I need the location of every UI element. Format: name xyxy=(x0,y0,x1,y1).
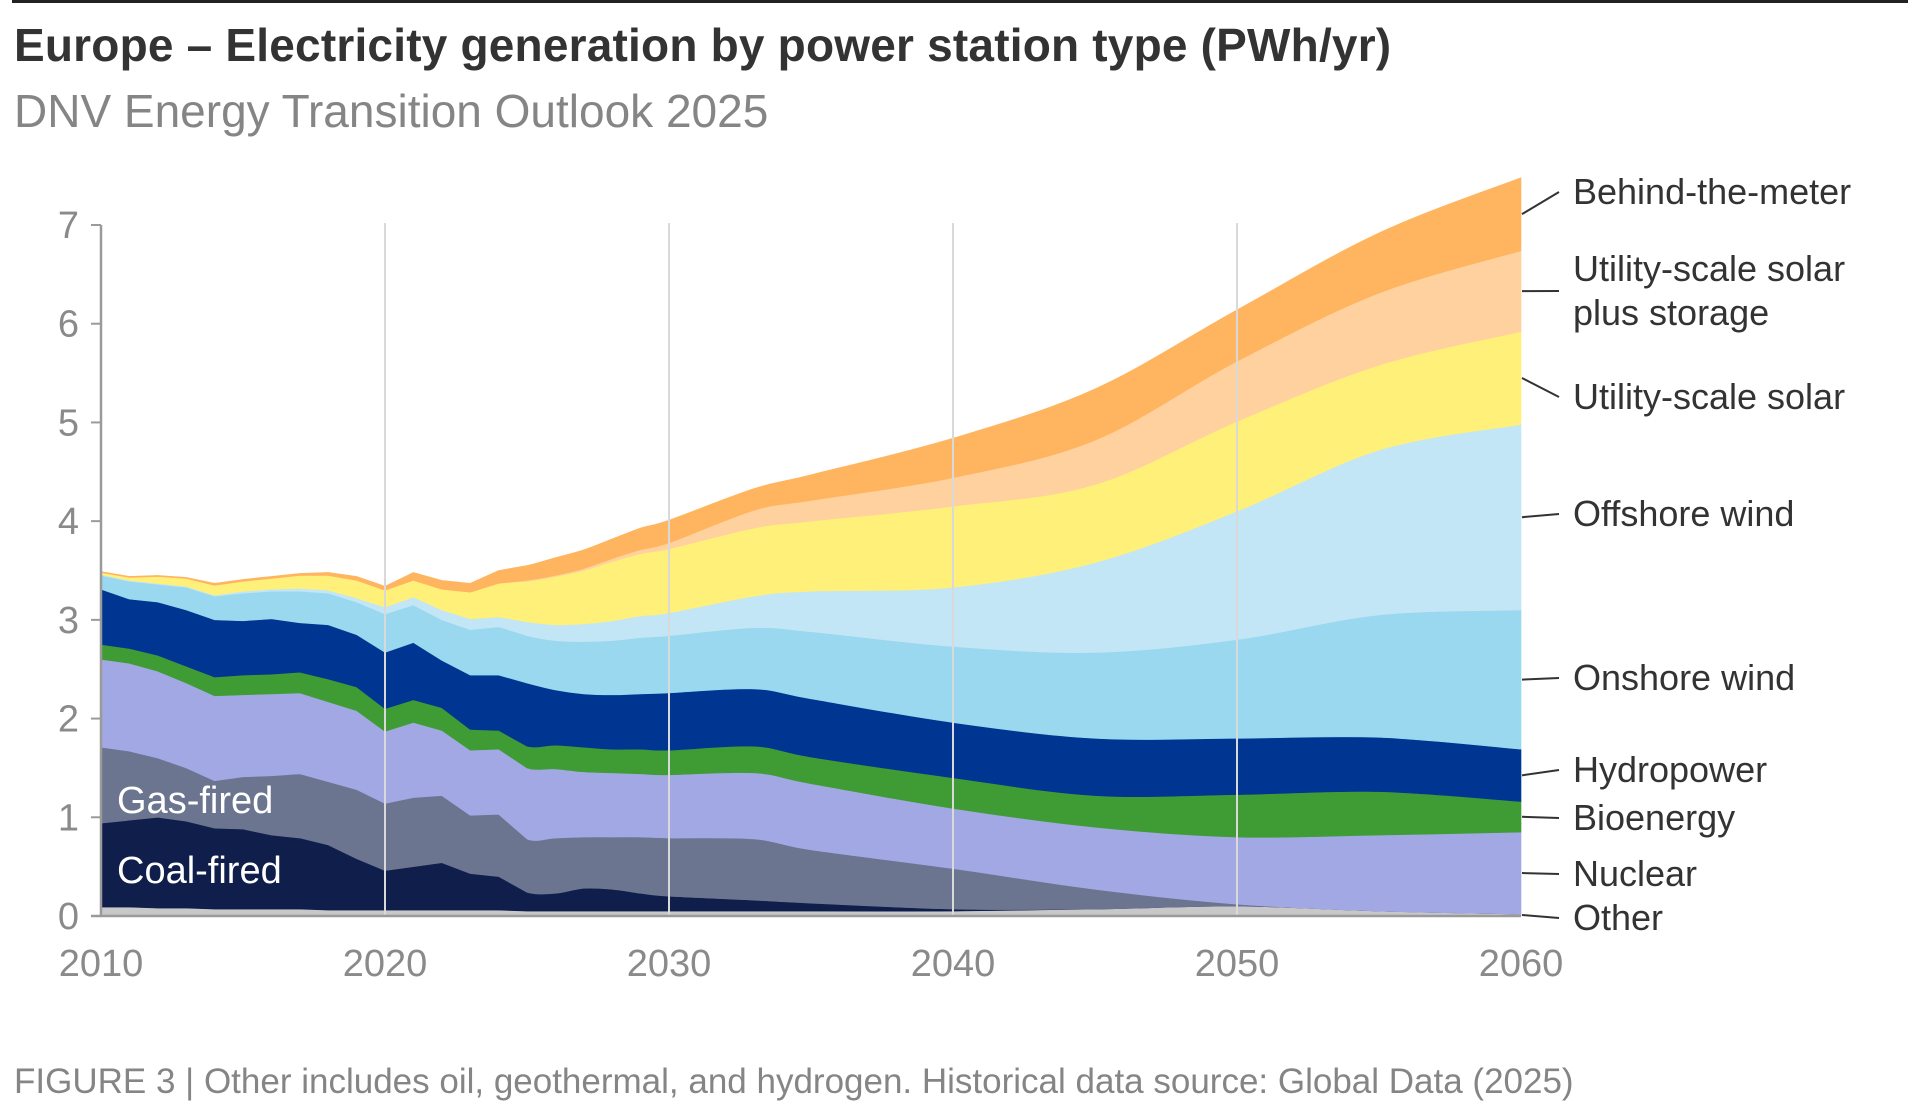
right-label-text: Other xyxy=(1573,897,1663,938)
leader-line xyxy=(1521,815,1560,819)
figure-caption: FIGURE 3 | Other includes oil, geotherma… xyxy=(14,1062,1574,1101)
y-tick-label: 6 xyxy=(58,304,79,346)
area-layers xyxy=(100,177,1522,917)
right-label-text: Behind-the-meter xyxy=(1573,171,1851,212)
right-label-behind-the-meter: Behind-the-meter xyxy=(1521,171,1851,215)
leader-line xyxy=(1521,872,1560,875)
leader-line xyxy=(1521,191,1560,215)
y-tick-label: 2 xyxy=(58,699,79,741)
right-label-onshore-wind: Onshore wind xyxy=(1521,657,1795,698)
y-tick-label: 1 xyxy=(58,797,79,839)
right-label-text: Utility-scale solar xyxy=(1573,248,1845,289)
right-label-nuclear: Nuclear xyxy=(1521,853,1697,894)
right-label-text: Bioenergy xyxy=(1573,797,1735,838)
area-behind-the-meter xyxy=(100,177,1522,593)
x-tick-label: 2050 xyxy=(1195,943,1280,985)
right-label-hydropower: Hydropower xyxy=(1521,749,1767,790)
right-label-utility-scale-solar: Utility-scale solar xyxy=(1521,376,1845,417)
leader-line xyxy=(1521,914,1560,919)
right-label-bioenergy: Bioenergy xyxy=(1521,797,1735,838)
inline-label-gas-fired: Gas-fired xyxy=(117,780,273,822)
leader-line xyxy=(1521,769,1560,777)
chart-title: Europe – Electricity generation by power… xyxy=(14,19,1392,71)
chart-subtitle: DNV Energy Transition Outlook 2025 xyxy=(14,85,769,137)
inline-label-coal-fired: Coal-fired xyxy=(117,850,282,892)
x-tick-label: 2020 xyxy=(343,943,428,985)
y-tick-label: 0 xyxy=(58,896,79,938)
y-tick-label: 4 xyxy=(58,501,79,543)
right-label-text: Hydropower xyxy=(1573,749,1767,790)
x-tick-label: 2010 xyxy=(59,943,144,985)
right-label-text: Nuclear xyxy=(1573,853,1697,894)
x-axis-ticks: 2010 2020 2030 2040 2050 2060 xyxy=(59,943,1564,985)
y-tick-label: 3 xyxy=(58,600,79,642)
right-label-offshore-wind: Offshore wind xyxy=(1521,493,1794,534)
x-tick-label: 2060 xyxy=(1479,943,1564,985)
gridlines xyxy=(384,223,1238,916)
right-label-text: Offshore wind xyxy=(1573,493,1794,534)
top-rule xyxy=(12,0,1908,3)
y-tick-label: 5 xyxy=(58,402,79,444)
right-label-text: Utility-scale solar xyxy=(1573,376,1845,417)
leader-line xyxy=(1521,377,1560,398)
y-tick-label: 7 xyxy=(58,205,79,247)
leader-line xyxy=(1521,677,1560,681)
y-axis-ticks: 0 1 2 3 4 5 6 7 xyxy=(58,205,101,938)
x-tick-label: 2030 xyxy=(627,943,712,985)
inline-labels: Gas-fired Coal-fired xyxy=(117,780,282,892)
right-label-text: plus storage xyxy=(1573,292,1769,333)
right-label-other: Other xyxy=(1521,897,1663,938)
leader-line xyxy=(1521,513,1560,519)
x-tick-label: 2040 xyxy=(911,943,996,985)
axes xyxy=(91,225,1521,918)
right-label-text: Onshore wind xyxy=(1573,657,1795,698)
